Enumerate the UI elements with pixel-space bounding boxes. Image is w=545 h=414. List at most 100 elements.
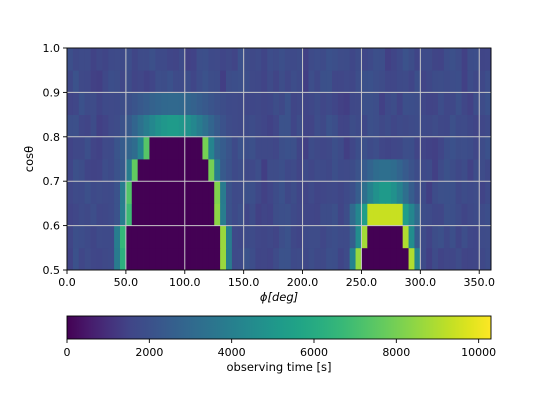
- heatmap-cell: [72, 48, 80, 71]
- heatmap-cell: [90, 92, 97, 115]
- heatmap-cell: [96, 247, 103, 271]
- heatmap-cell: [226, 70, 233, 93]
- heatmap-cell: [438, 225, 445, 249]
- heatmap-cell: [432, 136, 439, 160]
- heatmap-cell: [373, 136, 380, 160]
- heatmap-cell: [143, 203, 150, 226]
- heatmap-cell: [72, 159, 80, 182]
- heatmap-cell: [108, 159, 115, 182]
- heatmap-cell: [178, 225, 186, 249]
- heatmap-cell: [414, 136, 421, 160]
- heatmap-cell: [226, 114, 233, 138]
- heatmap-cell: [267, 92, 274, 115]
- heatmap-cell: [449, 48, 457, 71]
- heatmap-cell: [255, 181, 262, 204]
- x-tick-label: 350.0: [463, 276, 495, 289]
- heatmap-cell: [78, 225, 86, 249]
- heatmap-cell: [178, 181, 186, 204]
- heatmap-cell: [302, 114, 309, 138]
- colorbar-ticks: 0 2000 4000 6000 8000 10000: [64, 339, 496, 359]
- heatmap-cell: [408, 225, 415, 249]
- heatmap-cell: [402, 70, 409, 93]
- heatmap-cell: [379, 48, 386, 71]
- heatmap-cell: [208, 48, 215, 71]
- heatmap-cell: [479, 203, 486, 226]
- colorbar-tick-label: 10000: [461, 346, 496, 359]
- heatmap-cell: [155, 225, 162, 249]
- colorbar: [66, 315, 492, 340]
- heatmap-cell: [226, 181, 233, 204]
- heatmap-cell: [438, 92, 445, 115]
- heatmap-cell: [467, 114, 474, 138]
- heatmap-cell: [355, 225, 362, 249]
- heatmap-cell: [273, 48, 280, 71]
- heatmap-cell: [332, 70, 339, 93]
- heatmap-cell: [473, 159, 480, 182]
- heatmap-cell: [467, 225, 474, 249]
- x-tick-label: 150.0: [228, 276, 260, 289]
- heatmap-cell: [220, 136, 227, 160]
- heatmap-cell: [184, 181, 192, 204]
- heatmap-cell: [343, 181, 351, 204]
- heatmap-cell: [473, 114, 480, 138]
- heatmap-cell: [343, 159, 351, 182]
- heatmap-cell: [137, 247, 144, 271]
- heatmap-cell: [131, 247, 139, 271]
- heatmap-cell: [202, 203, 209, 226]
- heatmap-cell: [261, 225, 268, 249]
- heatmap-cell: [255, 225, 262, 249]
- heatmap-cell: [261, 114, 268, 138]
- heatmap-cell: [332, 225, 339, 249]
- heatmap-cell: [432, 203, 439, 226]
- heatmap-cell: [432, 114, 439, 138]
- heatmap-cell: [237, 225, 245, 249]
- heatmap-cell: [67, 225, 74, 249]
- heatmap-cell: [337, 70, 345, 93]
- heatmap-cell: [184, 203, 192, 226]
- heatmap-cell: [184, 247, 192, 271]
- heatmap-cell: [467, 70, 474, 93]
- heatmap-cell: [479, 114, 486, 138]
- heatmap-cell: [226, 136, 233, 160]
- heatmap-cell: [149, 181, 156, 204]
- heatmap-cell: [102, 136, 109, 160]
- heatmap-cell: [243, 114, 250, 138]
- heatmap-cell: [308, 48, 315, 71]
- heatmap-cell: [255, 70, 262, 93]
- heatmap-cell: [320, 159, 327, 182]
- heatmap-cell: [167, 92, 174, 115]
- heatmap-cell: [296, 181, 303, 204]
- heatmap-cell: [243, 159, 250, 182]
- heatmap-cell: [443, 70, 451, 93]
- heatmap-cell: [208, 225, 215, 249]
- heatmap-cell: [226, 159, 233, 182]
- heatmap-cell: [284, 136, 292, 160]
- heatmap-cell: [137, 159, 144, 182]
- heatmap-cell: [125, 48, 133, 71]
- heatmap-cell: [190, 92, 197, 115]
- heatmap-cell: [461, 70, 468, 93]
- colorbar-tick-label: 4000: [218, 346, 246, 359]
- heatmap-cell: [108, 48, 115, 71]
- heatmap-cell: [84, 247, 91, 271]
- heatmap-cell: [167, 247, 174, 271]
- heatmap-cell: [296, 247, 303, 271]
- heatmap-cell: [178, 136, 186, 160]
- heatmap-cell: [226, 247, 233, 271]
- heatmap-cell: [332, 136, 339, 160]
- heatmap-cell: [220, 70, 227, 93]
- heatmap-cell: [296, 225, 303, 249]
- heatmap-cell: [455, 136, 462, 160]
- heatmap-cell: [155, 159, 162, 182]
- heatmap-cell: [231, 159, 239, 182]
- heatmap-cell: [167, 159, 174, 182]
- heatmap-cell: [461, 48, 468, 71]
- heatmap-cell: [473, 203, 480, 226]
- heatmap-cell: [72, 247, 80, 271]
- heatmap-cell: [243, 136, 250, 160]
- heatmap-cell: [284, 181, 292, 204]
- heatmap-cell: [161, 48, 168, 71]
- heatmap-cell: [231, 181, 239, 204]
- heatmap-cell: [102, 225, 109, 249]
- heatmap-cell: [261, 181, 268, 204]
